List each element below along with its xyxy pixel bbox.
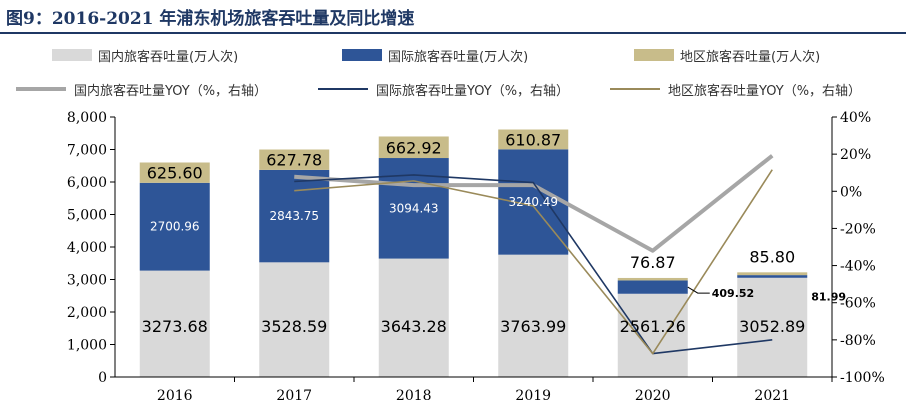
bars-layer: [139, 129, 808, 377]
legend-swatch-domestic-yoy: [16, 87, 66, 91]
line-regional-yoy: [294, 169, 773, 355]
y-right-tick-label: 40%: [840, 110, 871, 126]
title-divider: [0, 32, 906, 34]
y-right-tick-label: -80%: [840, 333, 876, 349]
bar-regional-2016: [139, 162, 210, 183]
bar-regional-2017: [259, 149, 330, 170]
y-left-tick-label: 4,000: [67, 240, 107, 256]
legend-label-international-yoy: 国际旅客吞吐量YOY（%，右轴）: [376, 84, 570, 99]
bar-international-2017: [259, 169, 330, 263]
bar-international-2019: [498, 149, 569, 255]
x-tick-label: 2017: [276, 388, 312, 404]
y-left-tick-label: 7,000: [67, 143, 107, 159]
data-label-international: 2843.75: [269, 209, 319, 223]
bar-domestic-2017: [259, 262, 330, 377]
y-left-tick-label: 2,000: [67, 305, 107, 321]
y-right-tick-label: -100%: [840, 370, 885, 386]
y-left-tick-label: 5,000: [67, 208, 107, 224]
data-label-regional: 627.78: [266, 151, 322, 170]
data-label-domestic: 3052.89: [739, 317, 805, 336]
y-left-tick-label: 6,000: [67, 175, 107, 191]
data-label-regional: 76.87: [630, 253, 676, 272]
data-label-domestic: 2561.26: [620, 317, 686, 336]
x-tick-label: 2021: [754, 388, 790, 404]
data-label-regional: 610.87: [505, 130, 561, 149]
bar-domestic-2021: [737, 277, 808, 377]
data-label-regional: 625.60: [147, 164, 203, 183]
y-left-tick-label: 0: [98, 370, 107, 386]
bar-domestic-2020: [617, 293, 688, 377]
legend-label-regional: 地区旅客吞吐量(万人次): [680, 50, 821, 65]
data-label-domestic: 3643.28: [381, 317, 447, 336]
line-domestic-yoy: [294, 154, 774, 253]
data-label-international: 2700.96: [150, 220, 200, 234]
data-labels-layer: 3273.68 2700.96 625.60 3528.59 2843.75 627.78…: [142, 130, 846, 336]
x-tick-label: 2019: [515, 388, 551, 404]
bar-regional-2020: [617, 277, 688, 281]
bar-domestic-2018: [378, 258, 449, 377]
y-right-tick-label: 20%: [840, 147, 871, 163]
y-left-tick-label: 3,000: [67, 273, 107, 289]
bar-domestic-2016: [139, 270, 210, 377]
bar-international-2021: [737, 275, 808, 278]
data-label-international: 3240.49: [508, 195, 558, 209]
legend-swatch-international: [342, 49, 382, 61]
y-left-tick-label: 8,000: [67, 110, 107, 126]
bar-international-2020: [617, 280, 688, 294]
data-label-domestic: 3528.59: [261, 317, 327, 336]
legend-label-domestic-yoy: 国内旅客吞吐量YOY（%，右轴）: [74, 84, 268, 99]
legend-swatch-domestic: [52, 49, 92, 61]
axes-layer: 0 1,000 2,000 3,000 4,000 5,000 6,000 7,000 8,00…: [67, 110, 885, 404]
bar-regional-2018: [378, 136, 449, 159]
legend-label-regional-yoy: 地区旅客吞吐量YOY（%，右轴）: [668, 84, 862, 99]
y-right-tick-label: 0%: [840, 184, 862, 200]
data-label-regional: 662.92: [386, 138, 442, 157]
data-label-regional: 85.80: [749, 247, 795, 266]
legend-label-international: 国际旅客吞吐量(万人次): [388, 50, 529, 65]
bar-regional-2019: [498, 129, 569, 150]
leader-line-international: [687, 286, 710, 294]
legend-swatch-international-yoy: [318, 88, 368, 90]
data-label-domestic: 3273.68: [142, 317, 208, 336]
legend-label-domestic: 国内旅客吞吐量(万人次): [98, 50, 239, 65]
data-label-international: 409.52: [712, 287, 754, 300]
legend-swatch-regional-yoy: [610, 88, 660, 90]
y-right-tick-label: -60%: [840, 296, 876, 312]
bar-domestic-2019: [498, 254, 569, 377]
data-label-international: 81.99: [811, 290, 846, 303]
y-left-tick-label: 1,000: [67, 338, 107, 354]
bar-international-2016: [139, 182, 210, 271]
x-tick-label: 2020: [635, 388, 671, 404]
x-tick-label: 2016: [157, 388, 193, 404]
line-international-yoy: [294, 174, 773, 355]
lines-layer: [294, 154, 774, 355]
bar-regional-2021: [737, 272, 808, 276]
data-label-domestic: 3763.99: [500, 317, 566, 336]
data-label-international: 3094.43: [389, 201, 439, 215]
x-tick-label: 2018: [396, 388, 432, 404]
y-right-tick-label: -20%: [840, 221, 876, 237]
y-right-tick-label: -40%: [840, 259, 876, 275]
figure-title: 图9：2016-2021 年浦东机场旅客吞吐量及同比增速: [6, 9, 415, 29]
legend-swatch-regional: [634, 49, 674, 61]
